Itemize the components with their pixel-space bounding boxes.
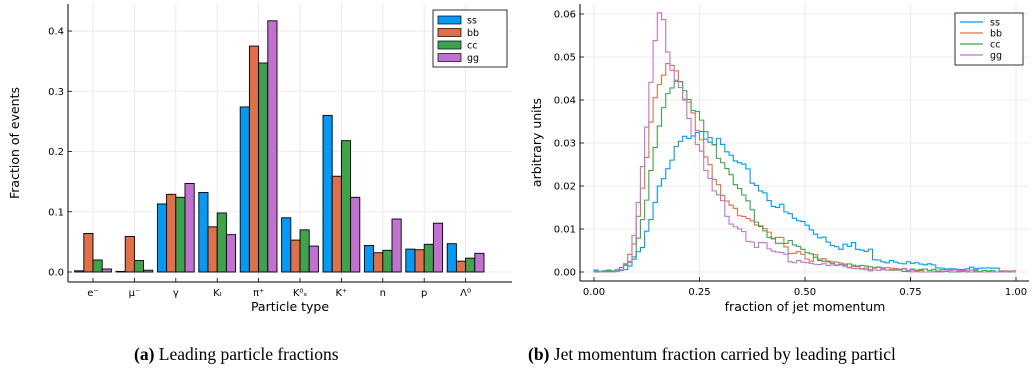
series-line-ss bbox=[593, 130, 1016, 273]
chart-a-ytick-label-4: 0.4 bbox=[48, 27, 64, 38]
caption-a-tag: (a) bbox=[134, 344, 155, 364]
bar-cc-8 bbox=[423, 243, 434, 273]
chart-b-legend-label-ss: ss bbox=[990, 18, 1000, 29]
bar-cc-3 bbox=[216, 212, 227, 273]
bar-bb-0 bbox=[83, 232, 94, 273]
chart-a-xtick-label-0: e⁻ bbox=[87, 288, 98, 299]
chart-a-xtick-label-2: γ bbox=[173, 288, 179, 299]
bar-bb-5 bbox=[290, 239, 301, 273]
chart-a-leading-particle-fractions: 0.0 0.1 0.2 0.3 0.4 e⁻ μ⁻ γ Kₗ π⁺ K⁰ₛ K⁺ n p Λ⁰ Particl… bbox=[7, 4, 512, 314]
bar-cc-6 bbox=[340, 140, 352, 273]
chart-b-legend-label-bb: bb bbox=[990, 29, 1002, 40]
caption-a: (a) Leading particle fractions bbox=[134, 344, 339, 365]
chart-b-xtick-label-2: 0.50 bbox=[794, 287, 816, 298]
bar-gg-5 bbox=[308, 245, 319, 273]
bar-bb-8 bbox=[414, 249, 425, 273]
chart-b-jet-momentum-fraction: 0.00 0.01 0.02 0.03 0.04 0.05 0.06 0.00 0.25 0.50… bbox=[529, 4, 1029, 314]
chart-a-legend-swatch-cc bbox=[437, 40, 462, 50]
chart-a-xtick-label-8: p bbox=[421, 288, 427, 299]
bar-ss-5 bbox=[281, 217, 292, 273]
chart-b-xtick-label-1: 0.25 bbox=[688, 287, 710, 298]
bar-cc-0 bbox=[92, 259, 103, 273]
bar-bb-1 bbox=[124, 236, 135, 273]
chart-a-ylabel: Fraction of events bbox=[7, 87, 22, 199]
bar-ss-8 bbox=[405, 248, 416, 273]
chart-a-xtick-label-5: K⁰ₛ bbox=[293, 288, 308, 299]
chart-a-xtick-label-6: K⁺ bbox=[335, 288, 347, 299]
bar-cc-4 bbox=[258, 62, 269, 273]
series-line-gg bbox=[593, 12, 1016, 273]
bar-cc-7 bbox=[382, 249, 393, 273]
caption-b-tag: (b) bbox=[528, 344, 550, 364]
bar-cc-1 bbox=[133, 260, 145, 273]
chart-a-xtick-label-9: Λ⁰ bbox=[460, 288, 471, 299]
bar-ss-1 bbox=[115, 270, 126, 273]
bar-gg-9 bbox=[474, 252, 485, 273]
bar-ss-3 bbox=[198, 192, 209, 273]
bar-ss-9 bbox=[446, 243, 457, 273]
bar-ss-4 bbox=[239, 106, 250, 273]
chart-b-ytick-label-5: 0.05 bbox=[554, 53, 576, 64]
chart-a-legend-swatch-bb bbox=[437, 28, 462, 37]
chart-b-legend bbox=[954, 12, 1024, 66]
chart-b-legend-label-cc: cc bbox=[990, 40, 1000, 51]
bar-gg-6 bbox=[350, 196, 361, 273]
bar-ss-6 bbox=[322, 114, 333, 273]
chart-a-legend-label-ss: ss bbox=[467, 16, 477, 27]
bar-cc-2 bbox=[175, 196, 186, 273]
chart-a-xtick-label-1: μ⁻ bbox=[129, 288, 141, 299]
chart-a-ytick-label-3: 0.3 bbox=[48, 87, 64, 98]
chart-b-ylabel: arbitrary units bbox=[529, 98, 544, 187]
chart-a-xtick-label-3: Kₗ bbox=[213, 288, 222, 299]
chart-b-ytick-label-4: 0.04 bbox=[554, 96, 576, 107]
caption-a-text: Leading particle fractions bbox=[158, 344, 339, 364]
bar-ss-0 bbox=[74, 270, 85, 273]
bar-bb-2 bbox=[166, 193, 177, 273]
chart-b-ytick-label-6: 0.06 bbox=[554, 10, 576, 21]
chart-a-legend-label-bb: bb bbox=[467, 28, 479, 39]
caption-b: (b) Jet momentum fraction carried by lea… bbox=[528, 344, 896, 365]
bar-bb-6 bbox=[331, 175, 342, 273]
bar-ss-2 bbox=[156, 203, 168, 273]
bar-bb-3 bbox=[207, 226, 218, 273]
chart-b-xlabel: fraction of jet momentum bbox=[725, 299, 886, 314]
bar-bb-7 bbox=[373, 252, 384, 273]
bar-gg-8 bbox=[432, 222, 444, 273]
caption-b-text: Jet momentum fraction carried by leading… bbox=[553, 344, 896, 364]
bar-gg-2 bbox=[184, 182, 195, 273]
bar-bb-9 bbox=[455, 260, 467, 273]
chart-a-ytick-label-2: 0.2 bbox=[48, 147, 64, 158]
chart-a-ytick-label-0: 0.0 bbox=[48, 268, 64, 279]
bar-gg-4 bbox=[267, 20, 278, 273]
bar-gg-7 bbox=[391, 218, 402, 273]
bar-cc-9 bbox=[465, 257, 476, 273]
series-line-cc bbox=[594, 80, 1016, 273]
chart-b-ytick-label-3: 0.03 bbox=[554, 139, 576, 150]
chart-b-xtick-label-4: 1.00 bbox=[1005, 287, 1027, 298]
bar-gg-1 bbox=[143, 269, 154, 273]
chart-a-ytick-label-1: 0.1 bbox=[48, 207, 64, 218]
bar-gg-0 bbox=[101, 268, 112, 273]
chart-a-xlabel: Particle type bbox=[251, 299, 329, 314]
bar-gg-3 bbox=[225, 234, 237, 273]
chart-a-legend-swatch-gg bbox=[437, 53, 462, 62]
chart-a-xtick-label-4: π⁺ bbox=[253, 288, 264, 299]
chart-a-legend-label-cc: cc bbox=[467, 41, 477, 52]
bar-bb-4 bbox=[248, 45, 260, 273]
chart-b-legend-label-gg: gg bbox=[990, 51, 1002, 62]
chart-a-xtick-label-7: n bbox=[380, 288, 386, 299]
bar-cc-5 bbox=[299, 229, 310, 273]
bar-ss-7 bbox=[363, 245, 375, 273]
chart-b-ytick-label-2: 0.02 bbox=[554, 182, 576, 193]
chart-b-ytick-label-1: 0.01 bbox=[554, 225, 576, 236]
chart-b-ytick-label-0: 0.00 bbox=[554, 268, 576, 279]
chart-b-xtick-label-3: 0.75 bbox=[899, 287, 921, 298]
chart-a-legend-label-gg: gg bbox=[467, 53, 479, 64]
chart-b-xtick-label-0: 0.00 bbox=[583, 287, 605, 298]
chart-a-legend-swatch-ss bbox=[437, 15, 462, 25]
